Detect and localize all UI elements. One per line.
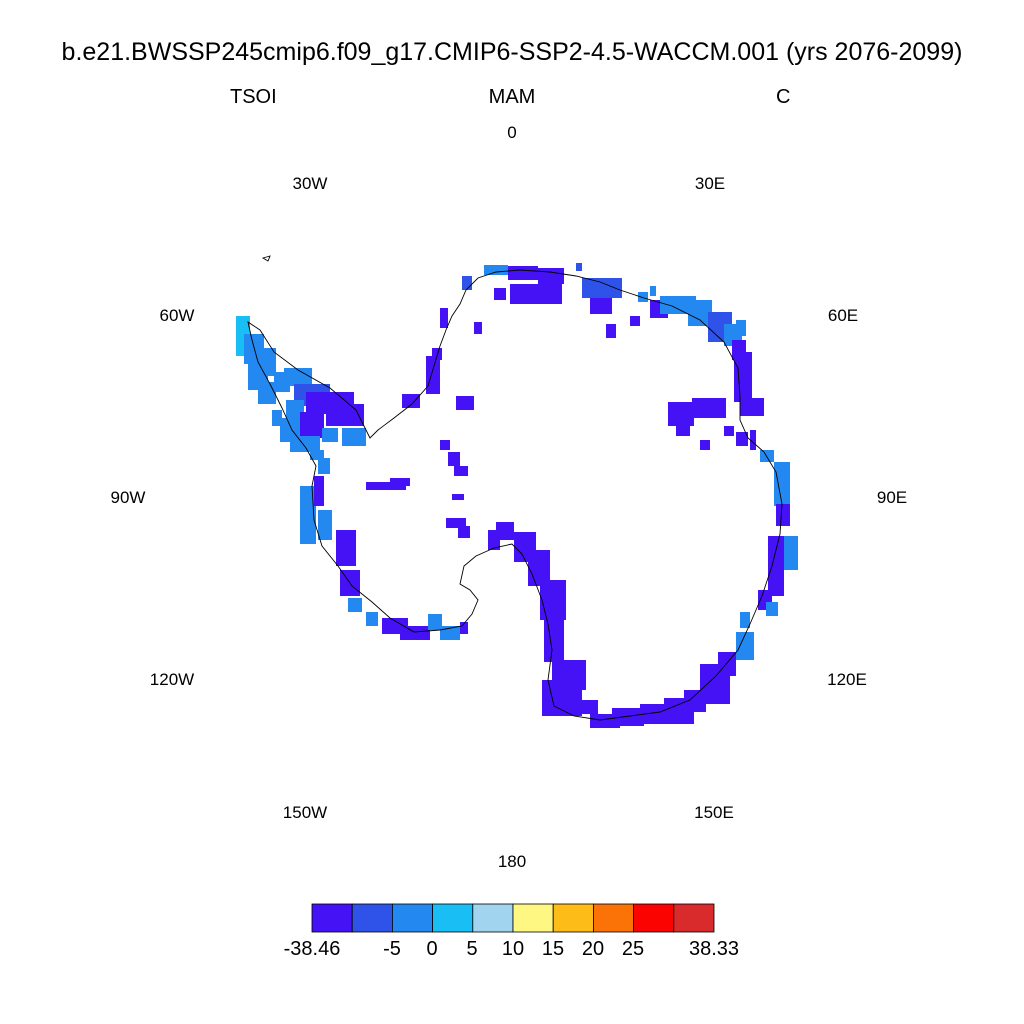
colorbar-swatch xyxy=(432,903,474,933)
colorbar-label-0: 0 xyxy=(426,938,438,960)
season-label: MAM xyxy=(488,86,536,108)
units-label: C xyxy=(776,86,791,108)
colorbar-swatch xyxy=(391,903,433,933)
lon-label-150e: 150E xyxy=(694,803,734,822)
colorbar-label-10: 10 xyxy=(501,938,525,960)
colorbar-swatch xyxy=(311,903,353,933)
colorbar-swatch xyxy=(351,903,393,933)
colorbar-label-minus5: -5 xyxy=(383,938,401,960)
lon-label-90e: 90E xyxy=(876,488,908,507)
lon-label-120w: 120W xyxy=(149,670,195,689)
coastline xyxy=(247,255,783,721)
plot-title: b.e21.BWSSP245cmip6.f09_g17.CMIP6-SSP2-4… xyxy=(61,38,963,66)
lon-label-60w: 60W xyxy=(159,306,195,325)
lon-label-150w: 150W xyxy=(282,803,328,822)
lon-label-0: 0 xyxy=(507,123,517,142)
colorbar-label-25: 25 xyxy=(621,938,645,960)
colorbar-label-5: 5 xyxy=(466,938,478,960)
colorbar-swatches xyxy=(311,903,715,933)
colorbar-swatch xyxy=(673,903,715,933)
lon-label-30e: 30E xyxy=(694,174,726,193)
colorbar-swatch xyxy=(593,903,635,933)
lon-label-180: 180 xyxy=(497,852,527,871)
colorbar-swatch xyxy=(552,903,594,933)
colorbar-label-15: 15 xyxy=(541,938,565,960)
colorbar-label-min: -38.46 xyxy=(283,938,341,960)
lon-label-90w: 90W xyxy=(110,488,146,507)
colorbar-label-max: 38.33 xyxy=(688,938,740,960)
lon-label-30w: 30W xyxy=(292,174,328,193)
colorbar-swatch xyxy=(512,903,554,933)
lon-label-120e: 120E xyxy=(827,670,867,689)
colorbar-swatch xyxy=(472,903,514,933)
colorbar-swatch xyxy=(633,903,675,933)
colorbar-label-20: 20 xyxy=(581,938,605,960)
lon-label-60e: 60E xyxy=(827,306,859,325)
data-cells-coastal-ring xyxy=(236,263,798,728)
variable-label: TSOI xyxy=(230,86,277,108)
